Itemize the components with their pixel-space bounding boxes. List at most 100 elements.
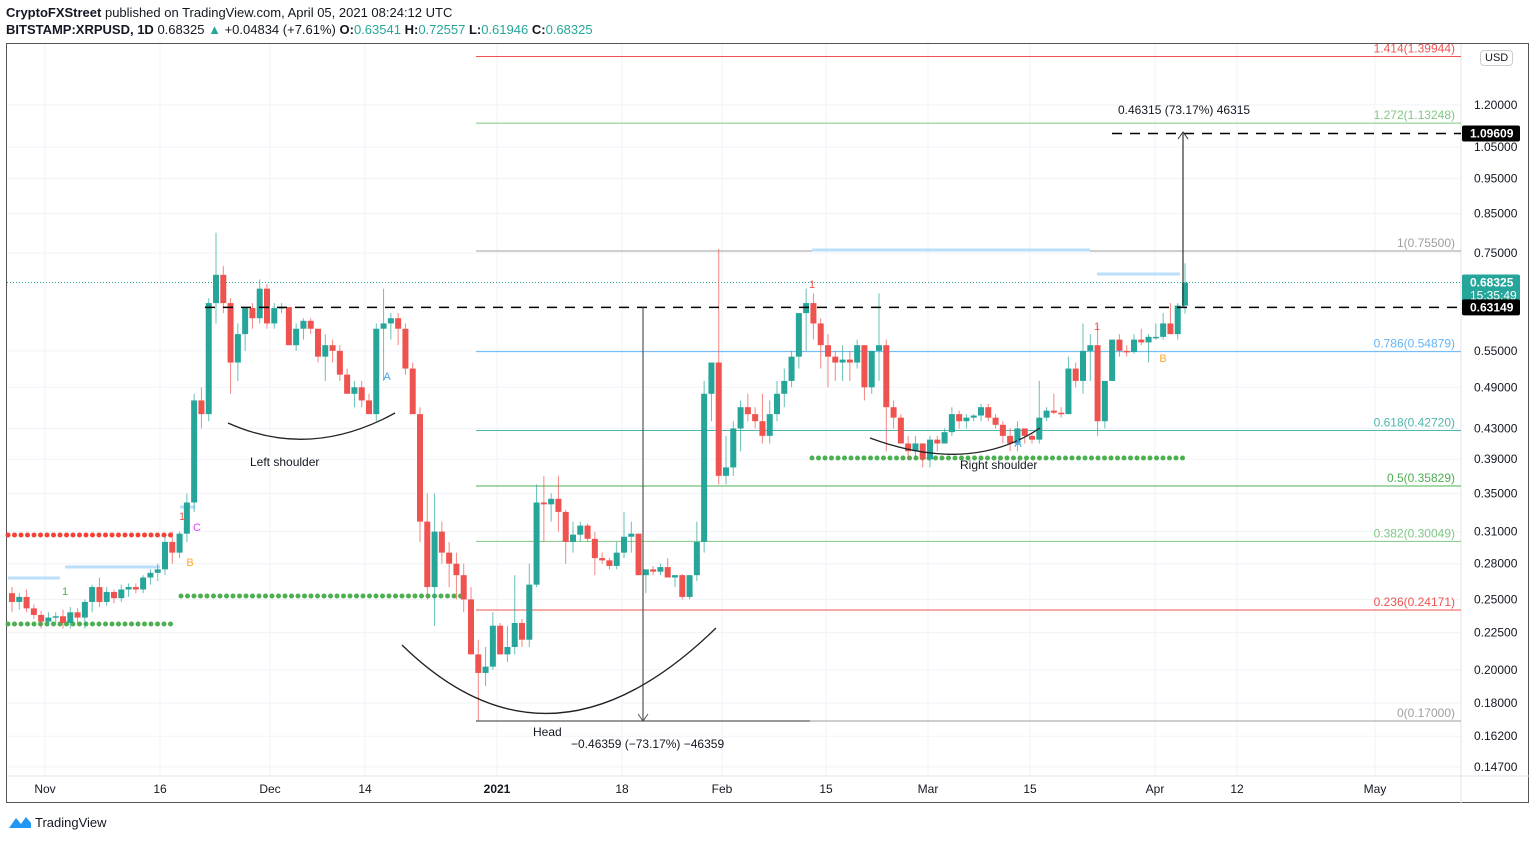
candle-body — [103, 591, 110, 602]
candle-body — [992, 417, 999, 425]
indicator-dot — [1082, 455, 1088, 461]
candle-body — [1087, 345, 1094, 351]
indicator-dot — [31, 532, 37, 538]
candle-body — [555, 498, 562, 512]
indicator-dot — [1160, 455, 1166, 461]
open-label: O: — [339, 22, 354, 37]
last-price: 0.68325 — [157, 22, 205, 37]
arrow-up-icon — [1177, 131, 1189, 140]
price-label-value: 0.63149 — [1470, 300, 1514, 314]
indicator-dot — [256, 593, 262, 599]
candle-body — [373, 328, 380, 415]
indicator-dot — [1017, 455, 1023, 461]
indicator-dot — [168, 621, 173, 627]
candle-body — [74, 612, 81, 618]
candle-body — [358, 387, 365, 401]
indicator-dot — [51, 621, 56, 627]
indicator-dot — [96, 532, 102, 538]
candle-body — [730, 428, 737, 468]
indicator-dot — [1167, 455, 1172, 461]
candle-body — [402, 328, 409, 369]
indicator-dot — [96, 621, 102, 627]
candle-body — [1109, 339, 1116, 381]
symbol: BITSTAMP:XRPUSD, 1D — [6, 22, 154, 37]
indicator-dot — [887, 455, 893, 461]
fib-level-label: 0(0.17000) — [1397, 706, 1455, 720]
fib-level-label: 0.786(0.54879) — [1374, 337, 1455, 351]
right-shoulder-curve — [869, 427, 1041, 455]
candle-body — [1094, 345, 1101, 422]
candle-body — [635, 533, 642, 576]
candle-body — [606, 560, 613, 566]
candle-body — [154, 569, 161, 573]
candle-body — [424, 521, 431, 588]
indicator-dot — [829, 455, 834, 461]
y-tick-label: 0.31000 — [1474, 525, 1518, 539]
candle-body — [817, 323, 824, 346]
candle-body — [548, 498, 555, 505]
indicator-dot — [122, 532, 128, 538]
y-tick-label: 0.39000 — [1474, 452, 1518, 466]
close-value: 0.68325 — [545, 22, 593, 37]
indicator-dot — [1173, 455, 1179, 461]
indicator-dot — [835, 455, 841, 461]
indicator-dot — [1050, 455, 1055, 461]
indicator-dot — [1095, 455, 1101, 461]
candle-body — [650, 569, 657, 572]
candle-body — [234, 334, 241, 363]
indicator-dot — [122, 621, 128, 627]
indicator-dot — [308, 593, 314, 599]
fib-level-label: 1.414(1.39944) — [1374, 41, 1455, 55]
indicator-dot — [315, 593, 320, 599]
candle-body — [387, 318, 394, 324]
candle-body — [948, 414, 955, 433]
candle-body — [23, 596, 30, 609]
indicator-dot — [103, 621, 108, 627]
indicator-dot — [161, 621, 167, 627]
candle-body — [380, 323, 387, 329]
indicator-dot — [129, 532, 134, 538]
indicator-dot — [419, 593, 424, 599]
candle-body — [963, 417, 970, 422]
indicator-dot — [103, 532, 108, 538]
candle-body — [322, 345, 329, 357]
candle-body — [846, 359, 853, 363]
indicator-dot — [90, 621, 95, 627]
tradingview-footer[interactable]: TradingView — [8, 814, 107, 830]
right-shoulder-label: Right shoulder — [960, 458, 1037, 472]
indicator-dot — [881, 455, 886, 461]
candle-body — [621, 536, 627, 553]
candle-body — [395, 318, 402, 329]
currency-button[interactable]: USD — [1480, 50, 1514, 66]
candle-body — [795, 313, 802, 357]
candle-body — [897, 417, 904, 444]
indicator-dot — [1043, 455, 1049, 461]
indicator-dot — [393, 593, 398, 599]
candle-body — [183, 502, 190, 534]
indicator-dot — [842, 455, 847, 461]
candle-body — [351, 387, 358, 394]
low-label: L: — [468, 22, 482, 37]
head-curve — [401, 627, 717, 714]
indicator-dot — [952, 455, 958, 461]
candle-body — [737, 407, 744, 429]
indicator-dot — [347, 593, 353, 599]
indicator-dot — [148, 621, 154, 627]
indicator-dot — [1180, 455, 1185, 461]
candle-body — [504, 646, 511, 655]
candle-body — [60, 616, 66, 623]
indicator-dot — [135, 532, 141, 538]
indicator-dot — [438, 593, 444, 599]
chart-frame[interactable] — [6, 43, 1529, 803]
candle-body — [453, 563, 460, 576]
indicator-dot — [445, 593, 450, 599]
candle-body — [81, 601, 88, 618]
price-label-countdown: 15:35:49 — [1470, 288, 1517, 302]
candle-body — [1080, 350, 1086, 381]
candle-body — [45, 617, 52, 622]
indicator-dot — [855, 455, 860, 461]
indicator-dot — [341, 593, 346, 599]
candle-body — [220, 274, 227, 304]
indicator-dot — [959, 455, 964, 461]
